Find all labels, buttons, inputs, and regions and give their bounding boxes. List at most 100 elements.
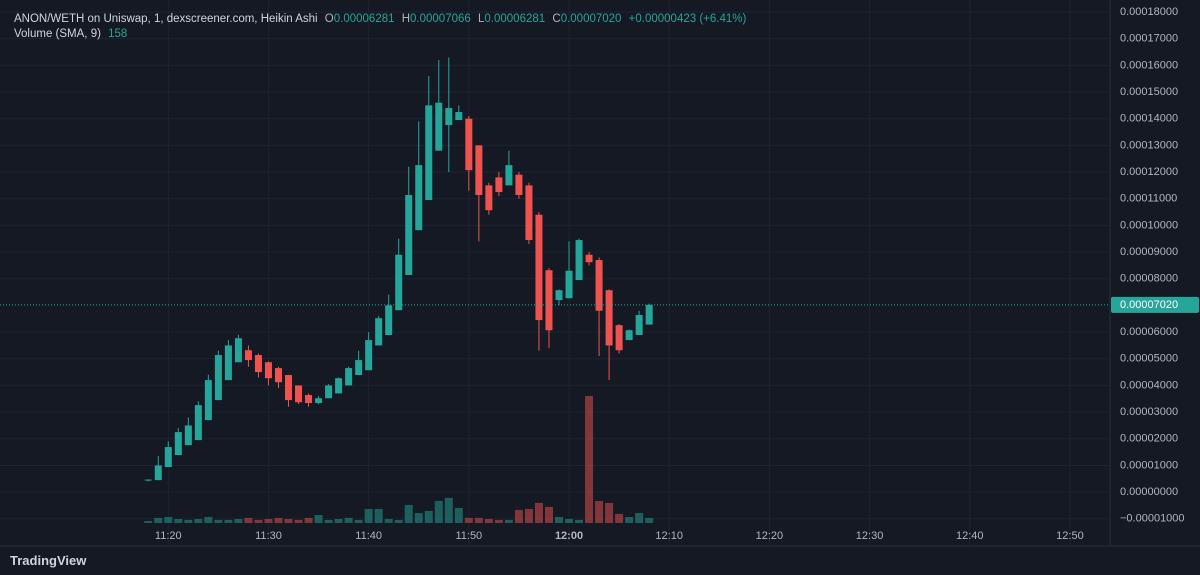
ohlc-legend: ANON/WETH on Uniswap, 1, dexscreener.com… [14, 13, 750, 25]
candle-body [345, 368, 353, 386]
y-tick-label: 0.00002000 [1120, 433, 1178, 445]
volume-bar [334, 518, 343, 523]
candle-body [495, 177, 503, 193]
volume-bar [635, 512, 644, 523]
volume-bar [254, 519, 263, 523]
candle-body [315, 398, 323, 404]
candle-body [505, 165, 513, 186]
candle-body [535, 214, 543, 321]
volume-legend: Volume (SMA, 9) 158 [14, 28, 131, 40]
change: +0.00000423 (+6.41%) [628, 13, 747, 25]
y-tick-label: 0.00009000 [1120, 246, 1178, 258]
brand[interactable]: TradingView [10, 553, 87, 568]
y-tick-label: 0.00017000 [1120, 33, 1178, 45]
volume-bar [314, 514, 323, 523]
volume-bar [615, 513, 624, 523]
volume-bar [555, 516, 563, 523]
candle-body [455, 112, 463, 121]
volume-bar [264, 518, 273, 523]
candle-body [625, 330, 633, 341]
candle-body [365, 340, 373, 371]
volume-bar [374, 508, 383, 523]
candle-body [555, 290, 563, 301]
legend-value: 0.00006281 [484, 13, 546, 25]
legend-key: O [324, 13, 334, 25]
volume-bar [174, 518, 183, 523]
legend-key: C [552, 13, 561, 25]
x-tick-label: 11:50 [455, 530, 482, 542]
candle-body [375, 318, 383, 346]
volume-bar [414, 512, 423, 523]
candle-body [545, 270, 553, 331]
volume-bar [404, 504, 413, 523]
volume-value: 158 [108, 28, 128, 40]
volume-bar [294, 519, 303, 523]
candle-body [575, 240, 583, 281]
volume-bar [284, 518, 293, 523]
candle-body [295, 385, 303, 403]
candle-body [274, 368, 282, 383]
x-tick-label: 12:10 [655, 530, 683, 542]
candle-body [204, 380, 212, 421]
y-tick-label: 0.00001000 [1120, 459, 1178, 471]
y-tick-label: 0.00016000 [1120, 59, 1178, 71]
y-tick-label: −0.00001000 [1120, 513, 1185, 525]
candle-body [194, 405, 202, 441]
volume-bar [544, 506, 553, 523]
candle-body [565, 270, 573, 299]
y-tick-label: 0.00014000 [1120, 113, 1178, 125]
volume-bar [204, 516, 213, 523]
volume-bar [444, 497, 453, 523]
x-tick-label: 12:00 [555, 530, 583, 542]
candle-body [174, 432, 182, 456]
x-tick-label: 11:20 [155, 530, 182, 542]
candle-body [244, 350, 252, 361]
candle-body [395, 254, 403, 311]
volume-bar [144, 520, 153, 523]
y-tick-label: 0.00000000 [1120, 486, 1178, 498]
volume-bar [484, 518, 493, 523]
candle-body [465, 118, 473, 171]
volume-bar [645, 517, 654, 523]
legend-key: L [478, 13, 485, 25]
volume-name: Volume (SMA, 9) [14, 28, 101, 40]
price-label: 0.00007020 [1120, 299, 1178, 311]
y-tick-label: 0.00018000 [1120, 6, 1178, 18]
volume-bar [514, 509, 523, 523]
volume-bar [234, 518, 243, 523]
volume-bar [504, 519, 513, 523]
volume-bar [164, 516, 173, 523]
candle-body [585, 254, 593, 263]
volume-bar [575, 519, 584, 523]
legend-key: H [401, 13, 411, 25]
candle-body [285, 375, 293, 401]
candle-body [595, 260, 603, 311]
volume-bar [434, 500, 443, 523]
volume-bar [524, 508, 533, 523]
candle-body [445, 108, 453, 126]
candle-body [224, 345, 232, 381]
candle-body [605, 290, 613, 346]
candle-body [645, 304, 653, 325]
price-label-bg [1111, 296, 1199, 313]
x-tick-label: 11:30 [255, 530, 282, 542]
candle-body [335, 378, 343, 394]
volume-bar [364, 508, 373, 523]
candle-body [264, 362, 272, 379]
candle-body [475, 145, 483, 195]
volume-bar [394, 519, 403, 523]
volume-bar [494, 519, 503, 523]
legend-value: 0.00007066 [410, 13, 471, 25]
x-tick-label: 12:30 [856, 530, 884, 542]
candle-body [305, 395, 313, 404]
y-tick-label: 0.00005000 [1120, 353, 1178, 365]
volume-bar [274, 517, 283, 523]
volume-bar [154, 517, 163, 523]
candle-body [485, 185, 493, 211]
volume-bar [595, 500, 604, 523]
volume-bar [424, 510, 433, 523]
y-tick-label: 0.00004000 [1120, 379, 1178, 391]
volume-bar [224, 519, 233, 523]
candle-body [355, 360, 363, 376]
candle-body [154, 465, 162, 481]
